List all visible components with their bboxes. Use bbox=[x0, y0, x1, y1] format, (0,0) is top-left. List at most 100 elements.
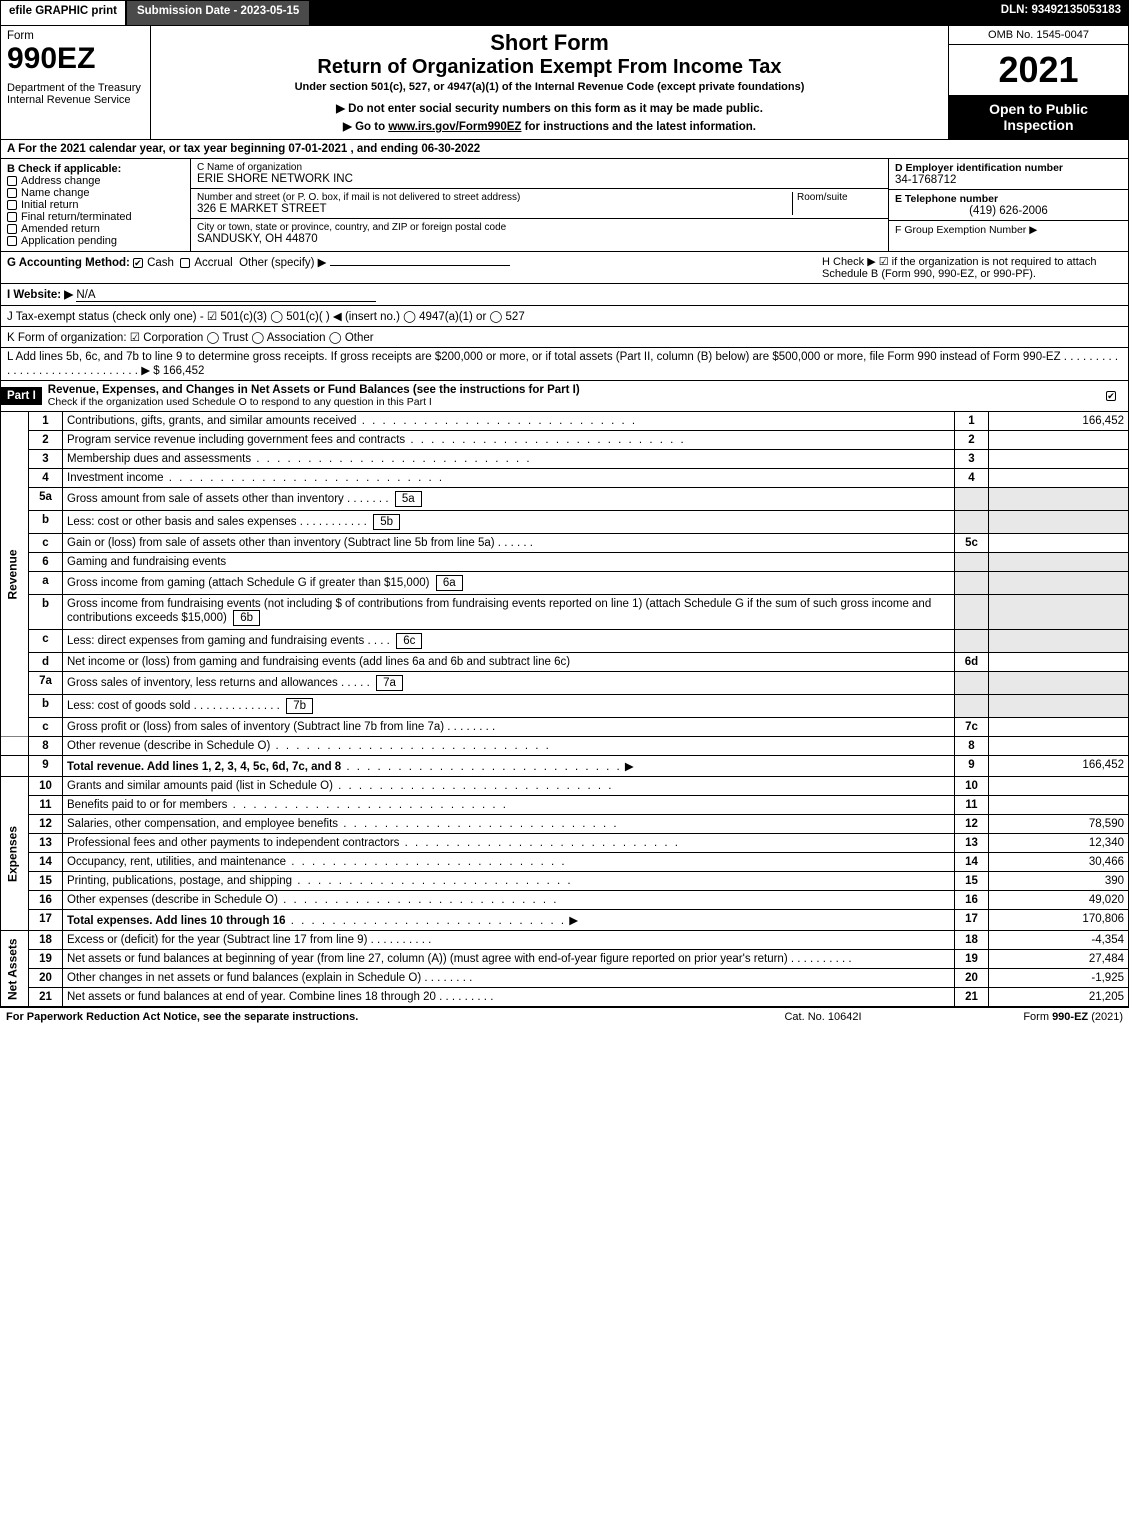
footer-form: Form 990-EZ (2021) bbox=[923, 1011, 1123, 1023]
tax-year: 2021 bbox=[949, 45, 1128, 95]
website: N/A bbox=[76, 289, 376, 302]
org-city: SANDUSKY, OH 44870 bbox=[197, 233, 882, 245]
note-ssn: ▶ Do not enter social security numbers o… bbox=[157, 101, 942, 115]
bcdef-block: B Check if applicable: Address change Na… bbox=[0, 159, 1129, 252]
line16-desc: Other expenses (describe in Schedule O) bbox=[63, 891, 955, 910]
b-item[interactable]: Name change bbox=[7, 187, 184, 199]
line-j: J Tax-exempt status (check only one) - ☑… bbox=[0, 306, 1129, 327]
page-footer: For Paperwork Reduction Act Notice, see … bbox=[0, 1007, 1129, 1026]
top-bar: efile GRAPHIC print Submission Date - 20… bbox=[0, 0, 1129, 26]
b-item[interactable]: Address change bbox=[7, 175, 184, 187]
line6d-desc: Net income or (loss) from gaming and fun… bbox=[63, 653, 955, 672]
line-gh: G Accounting Method: Cash Accrual Other … bbox=[0, 252, 1129, 284]
dept-label: Department of the Treasury Internal Reve… bbox=[7, 82, 144, 106]
omb-number: OMB No. 1545-0047 bbox=[949, 26, 1128, 45]
line5a-desc: Gross amount from sale of assets other t… bbox=[63, 488, 955, 511]
subtitle: Under section 501(c), 527, or 4947(a)(1)… bbox=[157, 81, 942, 93]
line5b-desc: Less: cost or other basis and sales expe… bbox=[63, 511, 955, 534]
dln: DLN: 93492135053183 bbox=[993, 0, 1129, 26]
d-label: D Employer identification number bbox=[895, 162, 1122, 174]
line-a: A For the 2021 calendar year, or tax yea… bbox=[0, 140, 1129, 159]
line13-desc: Professional fees and other payments to … bbox=[63, 834, 955, 853]
line7c-desc: Gross profit or (loss) from sales of inv… bbox=[63, 718, 955, 737]
form-label: Form bbox=[7, 30, 144, 42]
part1-header: Part I Revenue, Expenses, and Changes in… bbox=[0, 381, 1129, 412]
open-inspection: Open to Public Inspection bbox=[949, 95, 1128, 139]
expenses-side: Expenses bbox=[1, 777, 29, 931]
line16-amt: 49,020 bbox=[989, 891, 1129, 910]
e-label: E Telephone number bbox=[895, 193, 1122, 205]
line20-desc: Other changes in net assets or fund bala… bbox=[63, 969, 955, 988]
section-c: C Name of organization ERIE SHORE NETWOR… bbox=[191, 159, 888, 251]
line1-desc: Contributions, gifts, grants, and simila… bbox=[63, 412, 955, 431]
b-item[interactable]: Application pending bbox=[7, 235, 184, 247]
line9-amt: 166,452 bbox=[989, 756, 1129, 777]
line6a-desc: Gross income from gaming (attach Schedul… bbox=[63, 572, 955, 595]
line13-amt: 12,340 bbox=[989, 834, 1129, 853]
line-l: L Add lines 5b, 6c, and 7b to line 9 to … bbox=[0, 348, 1129, 381]
line14-desc: Occupancy, rent, utilities, and maintena… bbox=[63, 853, 955, 872]
part1-table: Revenue 1Contributions, gifts, grants, a… bbox=[0, 412, 1129, 1007]
part1-title: Revenue, Expenses, and Changes in Net As… bbox=[48, 384, 580, 396]
line20-amt: -1,925 bbox=[989, 969, 1129, 988]
org-street: 326 E MARKET STREET bbox=[197, 203, 792, 215]
footer-left: For Paperwork Reduction Act Notice, see … bbox=[6, 1011, 723, 1023]
c-city-label: City or town, state or province, country… bbox=[197, 222, 882, 233]
line21-desc: Net assets or fund balances at end of ye… bbox=[63, 988, 955, 1007]
line7a-desc: Gross sales of inventory, less returns a… bbox=[63, 672, 955, 695]
short-form-title: Short Form bbox=[157, 30, 942, 56]
section-b: B Check if applicable: Address change Na… bbox=[1, 159, 191, 251]
line10-desc: Grants and similar amounts paid (list in… bbox=[63, 777, 955, 796]
form-header: Form 990EZ Department of the Treasury In… bbox=[0, 26, 1129, 140]
return-title: Return of Organization Exempt From Incom… bbox=[157, 56, 942, 79]
line2-desc: Program service revenue including govern… bbox=[63, 431, 955, 450]
netassets-side: Net Assets bbox=[1, 931, 29, 1007]
note-link: ▶ Go to www.irs.gov/Form990EZ for instru… bbox=[157, 119, 942, 133]
c-street-label: Number and street (or P. O. box, if mail… bbox=[197, 192, 792, 203]
section-def: D Employer identification number 34-1768… bbox=[888, 159, 1128, 251]
org-name: ERIE SHORE NETWORK INC bbox=[197, 173, 882, 185]
line18-amt: -4,354 bbox=[989, 931, 1129, 950]
efile-label[interactable]: efile GRAPHIC print bbox=[0, 0, 126, 26]
line17-desc: Total expenses. Add lines 10 through 16 … bbox=[63, 910, 955, 931]
part1-label: Part I bbox=[1, 387, 42, 405]
line12-desc: Salaries, other compensation, and employ… bbox=[63, 815, 955, 834]
telephone: (419) 626-2006 bbox=[895, 205, 1122, 217]
line12-amt: 78,590 bbox=[989, 815, 1129, 834]
irs-link[interactable]: www.irs.gov/Form990EZ bbox=[388, 121, 521, 133]
line9-desc: Total revenue. Add lines 1, 2, 3, 4, 5c,… bbox=[63, 756, 955, 777]
room-label: Room/suite bbox=[792, 192, 882, 215]
g-label: G Accounting Method: bbox=[7, 257, 130, 269]
line6b-desc: Gross income from fundraising events (no… bbox=[63, 595, 955, 630]
revenue-side: Revenue bbox=[1, 412, 29, 737]
ein: 34-1768712 bbox=[895, 174, 1122, 186]
line15-amt: 390 bbox=[989, 872, 1129, 891]
line3-desc: Membership dues and assessments bbox=[63, 450, 955, 469]
schedule-o-checkbox[interactable] bbox=[1106, 391, 1116, 401]
submission-date: Submission Date - 2023-05-15 bbox=[126, 0, 310, 26]
c-name-label: C Name of organization bbox=[197, 162, 882, 173]
line8-desc: Other revenue (describe in Schedule O) bbox=[63, 737, 955, 756]
accrual-checkbox[interactable] bbox=[180, 258, 190, 268]
line11-desc: Benefits paid to or for members bbox=[63, 796, 955, 815]
line1-amt: 166,452 bbox=[989, 412, 1129, 431]
line4-desc: Investment income bbox=[63, 469, 955, 488]
line6-desc: Gaming and fundraising events bbox=[63, 553, 955, 572]
line15-desc: Printing, publications, postage, and shi… bbox=[63, 872, 955, 891]
line18-desc: Excess or (deficit) for the year (Subtra… bbox=[63, 931, 955, 950]
line5c-desc: Gain or (loss) from sale of assets other… bbox=[63, 534, 955, 553]
line19-amt: 27,484 bbox=[989, 950, 1129, 969]
b-item[interactable]: Initial return bbox=[7, 199, 184, 211]
line7b-desc: Less: cost of goods sold . . . . . . . .… bbox=[63, 695, 955, 718]
line17-amt: 170,806 bbox=[989, 910, 1129, 931]
b-item[interactable]: Final return/terminated bbox=[7, 211, 184, 223]
line-i: I Website: ▶ N/A bbox=[0, 284, 1129, 306]
cash-checkbox[interactable] bbox=[133, 258, 143, 268]
f-label: F Group Exemption Number ▶ bbox=[895, 224, 1122, 236]
form-number: 990EZ bbox=[7, 42, 144, 76]
line19-desc: Net assets or fund balances at beginning… bbox=[63, 950, 955, 969]
b-item[interactable]: Amended return bbox=[7, 223, 184, 235]
footer-cat: Cat. No. 10642I bbox=[723, 1011, 923, 1023]
line21-amt: 21,205 bbox=[989, 988, 1129, 1007]
line14-amt: 30,466 bbox=[989, 853, 1129, 872]
